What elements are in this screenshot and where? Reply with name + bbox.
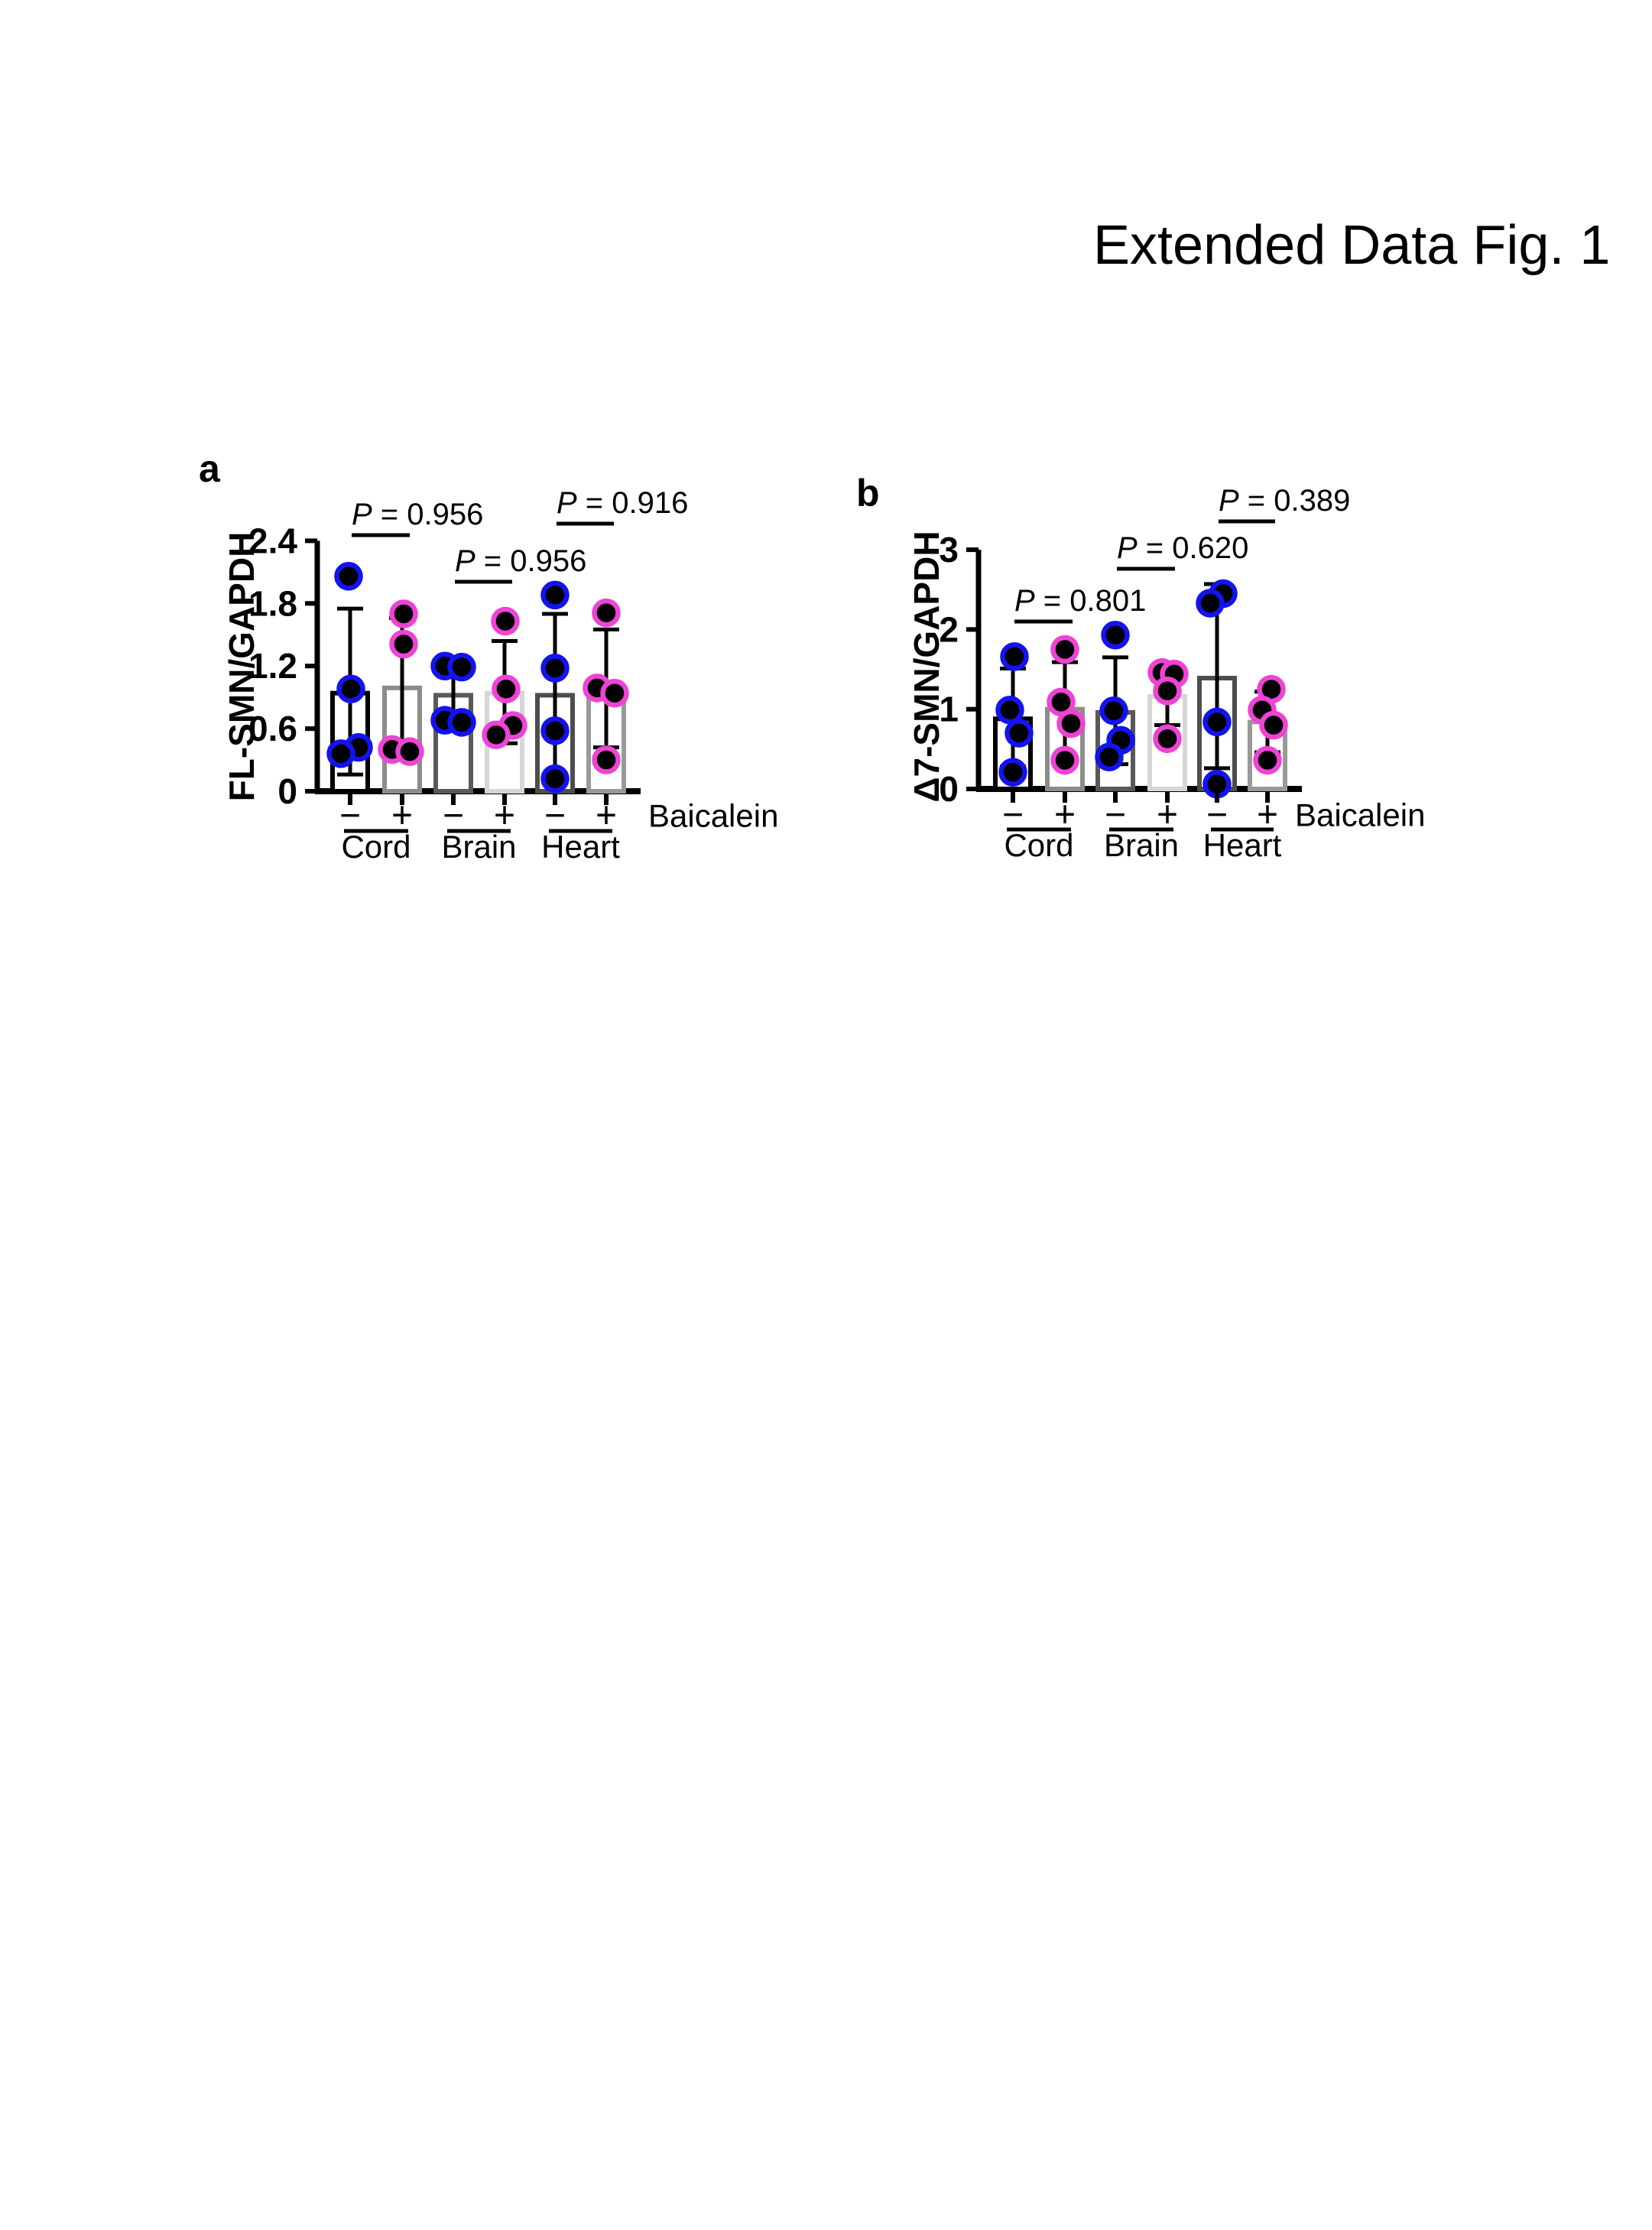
data-point [540,764,570,794]
y-tick-label: 1.2 [248,646,297,686]
data-point [1153,724,1182,754]
data-point [395,737,424,766]
data-point [1253,745,1282,775]
data-point [389,629,418,659]
data-point [1101,620,1130,650]
p-value-label: P = 0.956 [352,498,483,531]
y-tick-label: 1 [939,690,959,729]
y-tick-label: 0.6 [248,709,297,748]
data-point [592,598,621,628]
group-label-brain: Brain [441,829,516,865]
p-value-label: P = 0.956 [455,544,586,578]
data-point [592,745,621,774]
data-point [1050,635,1079,664]
data-point [995,695,1024,725]
y-tick-label: 0 [277,771,297,811]
p-value-label: P = 0.916 [557,486,688,520]
data-point [336,674,365,703]
group-label-cord: Cord [341,829,411,865]
data-point [600,678,629,708]
data-point [491,606,520,636]
data-point [1196,589,1225,618]
data-point [998,758,1027,787]
panel-b-letter: b [856,472,880,514]
data-point [1005,719,1034,748]
data-point [1259,710,1288,740]
data-point [447,652,476,682]
panel-a-plot: 00.61.21.82.4FL-SMN/GAPDH− + − + − +Cord Brain… [222,486,778,865]
data-point [482,720,511,750]
data-point [492,674,521,703]
xlabel-baicalein: Baicalein [648,798,778,834]
group-label-cord: Cord [1004,827,1073,863]
data-point [540,580,570,610]
data-point [334,562,363,591]
y-axis-title: FL-SMN/GAPDH [222,532,261,802]
y-tick-label: 0 [939,769,959,809]
y-tick-label: 2 [939,609,959,649]
data-point [1095,742,1124,772]
p-value-label: P = 0.389 [1219,484,1350,518]
panel-a-letter: a [199,447,220,490]
data-point [540,654,570,683]
group-label-heart: Heart [541,829,620,865]
data-point [540,716,570,745]
data-point [1099,696,1128,725]
data-point [1056,709,1086,738]
group-label-heart: Heart [1203,827,1282,863]
group-label-brain: Brain [1104,827,1179,863]
data-point [389,599,418,628]
p-value-label: P = 0.801 [1014,584,1146,618]
data-point [447,708,476,737]
data-point [1000,642,1029,671]
data-point [1050,745,1079,775]
data-point [1202,707,1232,737]
y-tick-label: 2.4 [248,521,297,560]
xlabel-baicalein: Baicalein [1295,797,1425,833]
y-axis-title: Δ7-SMN/GAPDH [907,531,946,802]
data-point [326,739,355,768]
figure-title: Extended Data Fig. 1 [1093,215,1611,276]
p-value-label: P = 0.620 [1117,531,1248,565]
y-tick-label: 3 [939,530,959,570]
data-point [1153,676,1182,706]
y-tick-label: 1.8 [248,583,297,623]
